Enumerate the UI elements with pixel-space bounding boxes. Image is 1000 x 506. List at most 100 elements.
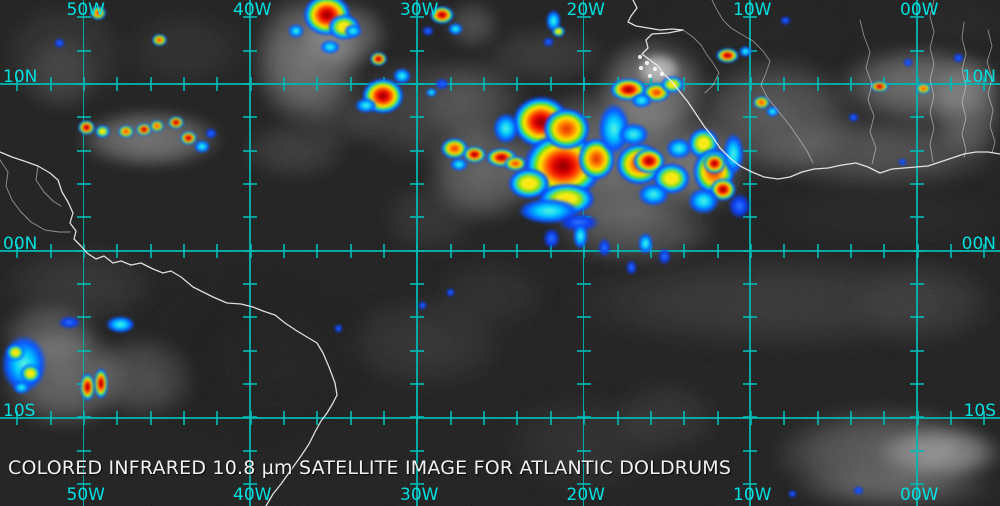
convective-cell-cyan	[638, 183, 669, 206]
convective-cell-red	[94, 368, 108, 399]
convective-cell-blue	[658, 248, 671, 265]
convective-cell-red	[180, 131, 197, 145]
convective-cell-cyan	[355, 98, 377, 113]
convective-cell-red	[703, 153, 726, 174]
convective-cell-orange	[150, 120, 164, 132]
convective-cell-red	[870, 81, 889, 92]
convective-cell-blue	[422, 26, 434, 36]
convective-cell-blue	[435, 78, 449, 90]
convective-cell-blue	[848, 113, 859, 122]
lon-label-00W-top: 00W	[900, 0, 939, 20]
convective-cell-yellow	[661, 76, 684, 93]
africa-coastline	[627, 0, 1000, 180]
convective-cell-cyan	[766, 106, 779, 117]
convective-cell-cyan	[448, 23, 463, 35]
south-america-coastline	[0, 151, 338, 506]
convective-cell-cyan	[618, 123, 649, 146]
convective-cell-yellow	[95, 125, 110, 138]
island-speck	[644, 60, 650, 66]
convective-cell-yellow	[6, 344, 25, 361]
convective-cell-red	[463, 146, 486, 163]
convective-cell-blue	[903, 58, 913, 67]
convective-cell-cyan	[106, 316, 135, 333]
convective-cell-blue	[853, 486, 864, 495]
island-speck	[637, 54, 643, 60]
convective-cell-red	[78, 120, 95, 135]
convective-cell-cyan	[739, 46, 752, 57]
lon-label-30W-top: 30W	[400, 0, 439, 20]
convective-cell-cyan	[493, 113, 519, 144]
convective-cell-cyan	[393, 68, 411, 84]
lat-label-10S-left: 10S	[3, 401, 36, 421]
convective-cell-blue	[898, 158, 907, 166]
convective-cell-orange	[152, 34, 167, 46]
convective-cell-orange	[916, 83, 931, 94]
convective-cell-cyan	[450, 158, 468, 171]
convective-cell-cyan	[194, 140, 210, 153]
convective-cell-blue	[598, 238, 611, 257]
convective-cell-blue	[205, 128, 217, 139]
convective-cell-cyan	[638, 233, 653, 254]
convective-cell-red	[430, 6, 454, 24]
island-speck	[638, 65, 644, 71]
lat-label-00N-left: 00N	[3, 234, 38, 254]
lon-label-40W-top: 40W	[233, 0, 272, 20]
convective-cell-blue	[58, 316, 81, 329]
lon-label-50W-top: 50W	[66, 0, 105, 20]
island-speck	[659, 71, 665, 77]
convective-cell-red	[168, 116, 184, 129]
convective-cell-cyan	[13, 381, 30, 394]
lat-label-10S-right: 10S	[963, 401, 996, 421]
africa-border	[711, 0, 814, 164]
convective-cell-blue	[728, 193, 751, 219]
convective-cell-blue	[626, 260, 637, 275]
south-america-border	[0, 159, 71, 233]
convective-cell-blue	[543, 37, 554, 47]
south-america-border	[35, 165, 62, 207]
convective-cell-red	[136, 123, 152, 136]
convective-cell-cyan	[573, 223, 588, 249]
convective-cell-red	[80, 373, 95, 401]
convective-cell-blue	[780, 16, 791, 25]
convective-cell-cyan	[426, 88, 437, 97]
convective-cell-orange	[504, 156, 527, 171]
convective-cell-cyan	[688, 188, 719, 214]
africa-border	[859, 19, 877, 165]
africa-border	[986, 29, 996, 154]
convective-cell-orange	[441, 138, 468, 159]
convective-cell-blue	[558, 213, 600, 232]
convective-cell-blue	[953, 53, 964, 63]
convective-cell-orange	[90, 6, 106, 20]
island-speck	[652, 66, 658, 72]
lat-label-00N-right: 00N	[961, 234, 996, 254]
convective-cell-yellow	[20, 364, 41, 383]
africa-border	[961, 21, 967, 158]
convective-cell-orange	[118, 125, 134, 138]
convective-cell-cyan	[666, 138, 692, 159]
convective-cell-blue	[788, 490, 797, 498]
convective-cell-red	[716, 48, 739, 63]
convective-cell-cyan	[320, 40, 340, 54]
lat-label-10N-left: 10N	[3, 67, 38, 87]
lon-label-20W-top: 20W	[566, 0, 605, 20]
island-speck	[647, 73, 653, 79]
convective-cell-blue	[54, 38, 65, 48]
convective-cell-blue	[543, 228, 560, 249]
convective-cell-orange	[753, 96, 770, 109]
lat-label-10N-right: 10N	[961, 67, 996, 87]
africa-border	[682, 29, 720, 94]
convective-cell-cyan	[344, 24, 362, 38]
convective-cell-blue	[446, 288, 455, 297]
convective-cell-orange	[543, 108, 590, 150]
africa-border	[929, 0, 935, 163]
convective-cell-yellow	[552, 26, 565, 37]
convective-cell-cyan	[631, 93, 652, 108]
lon-label-10W-top: 10W	[733, 0, 772, 20]
convective-cell-blue	[334, 324, 343, 333]
convective-cell-cyan	[288, 24, 304, 38]
caption-overlay: COLORED INFRARED 10.8 µm SATELLITE IMAGE…	[8, 422, 908, 506]
convective-cell-red	[370, 52, 387, 66]
